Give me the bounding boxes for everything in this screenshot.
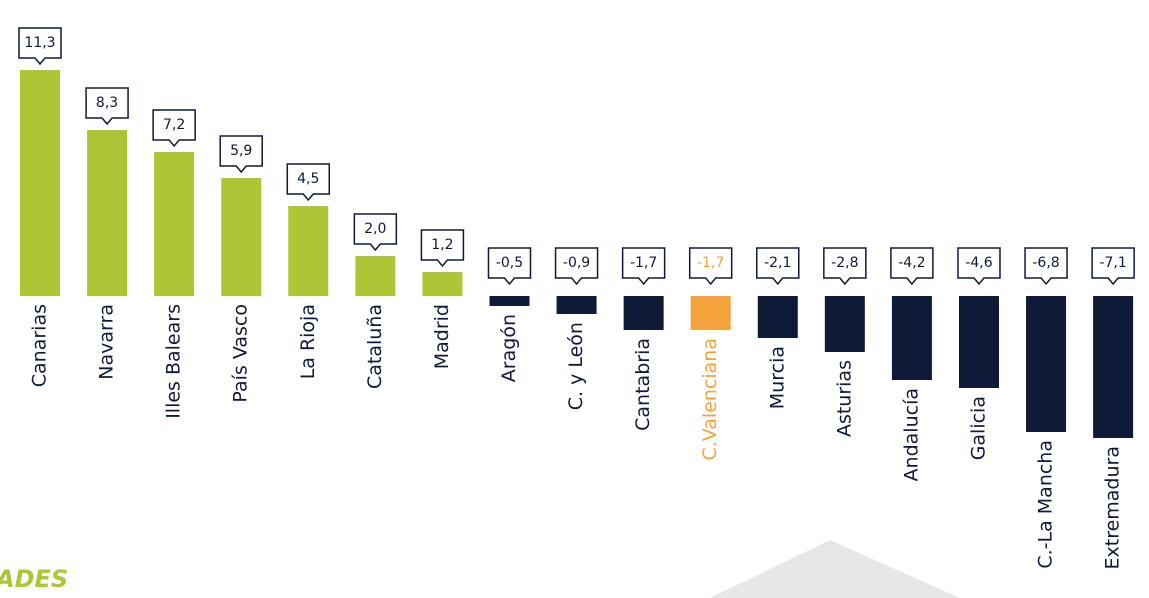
value-label: -2,1 [764, 255, 791, 271]
value-label-box [554, 247, 599, 286]
value-label-box [957, 247, 1001, 286]
category-label: Madrid [431, 304, 453, 369]
value-label: 11,3 [24, 35, 55, 51]
value-label: -2,8 [831, 255, 858, 271]
bar [757, 296, 798, 338]
bar [154, 152, 195, 296]
value-label: 8,3 [96, 95, 118, 111]
bar [288, 206, 329, 296]
value-label: -0,9 [563, 255, 590, 271]
bar [958, 296, 999, 388]
value-label: -7,1 [1099, 255, 1126, 271]
category-label: Aragón [498, 314, 520, 382]
bar [489, 296, 530, 306]
bar [891, 296, 932, 380]
decorative-image [710, 540, 960, 598]
value-label: -1,7 [697, 255, 724, 271]
value-label-box [420, 229, 465, 268]
value-label-box [823, 247, 867, 286]
category-label: Canarias [29, 304, 51, 387]
category-label: Cantabria [632, 338, 654, 431]
value-label-box [85, 87, 129, 126]
category-label: Illes Balears [163, 304, 185, 419]
bar [623, 296, 664, 330]
value-label-box [688, 247, 733, 286]
value-label-box [890, 247, 934, 286]
bar [556, 296, 597, 314]
bar [1026, 296, 1067, 432]
annotation: ADES [0, 565, 68, 593]
category-label: Cataluña [364, 304, 386, 389]
value-label: 5,9 [230, 143, 252, 159]
value-label: -0,5 [496, 255, 523, 271]
category-label: C. y León [565, 322, 587, 410]
bar [20, 70, 60, 296]
value-label: 4,5 [297, 171, 319, 187]
value-label: -1,7 [630, 255, 657, 271]
bar [87, 130, 128, 296]
bar [355, 256, 396, 296]
bar [690, 296, 731, 330]
category-label: Galicia [967, 396, 989, 460]
category-label: C.Valenciana [699, 338, 721, 461]
category-label: País Vasco [230, 304, 252, 403]
value-label-box [18, 27, 62, 66]
value-label-box [1091, 247, 1135, 286]
category-label: Navarra [96, 304, 118, 380]
value-label-box [219, 135, 263, 174]
value-label: -4,6 [965, 255, 992, 271]
value-label-box [756, 247, 800, 286]
category-label: La Rioja [297, 304, 319, 379]
category-label: Andalucía [900, 388, 922, 481]
value-label: -4,2 [898, 255, 925, 271]
value-label-box [286, 163, 331, 202]
value-label-box [621, 247, 666, 286]
value-label: -6,8 [1032, 255, 1059, 271]
bar [1093, 296, 1134, 438]
category-label: Asturias [833, 360, 855, 437]
value-label: 2,0 [364, 221, 386, 237]
category-label: C.-La Mancha [1035, 440, 1057, 569]
value-label-box [152, 109, 196, 148]
value-label-box [353, 213, 398, 252]
value-label: 1,2 [431, 237, 453, 253]
bar [824, 296, 865, 352]
value-label: 7,2 [163, 117, 185, 133]
bar [221, 178, 262, 296]
category-label: Murcia [766, 346, 788, 409]
value-label-box [487, 247, 532, 286]
category-label: Extremadura [1102, 446, 1124, 570]
value-label-box [1024, 247, 1068, 286]
bar [422, 272, 463, 296]
